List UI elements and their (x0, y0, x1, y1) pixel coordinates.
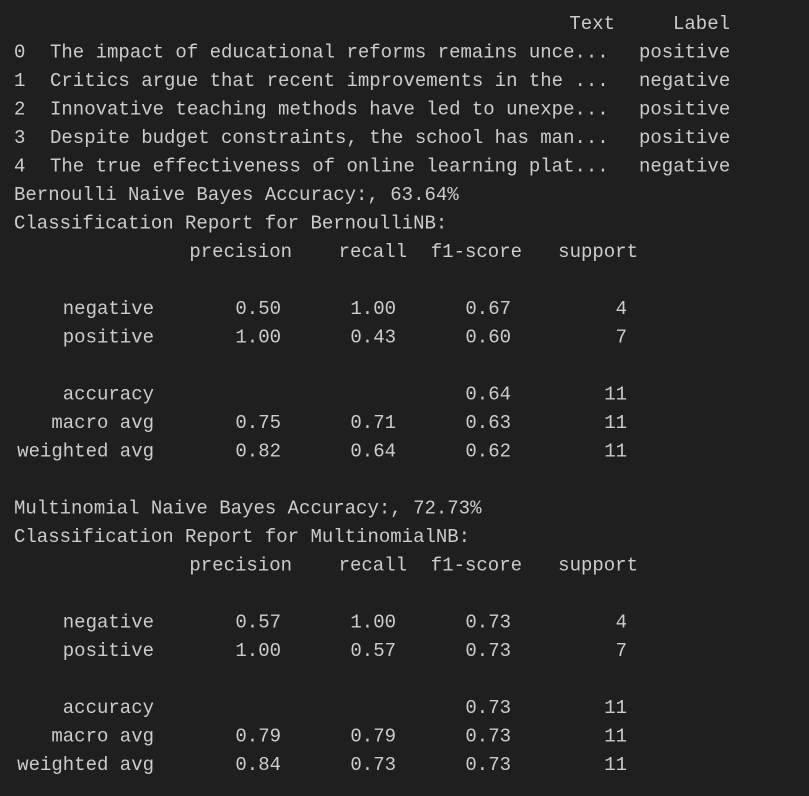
row-label: negative (639, 70, 730, 92)
report-header: support (558, 555, 638, 577)
metric-value: 0.62 (465, 441, 511, 463)
metric-value: 1.00 (235, 327, 281, 349)
metric-value: 11 (604, 697, 627, 719)
row-name: negative (63, 612, 154, 634)
row-label: positive (639, 99, 730, 121)
metric-value: 11 (604, 384, 627, 406)
row-index: 4 (14, 156, 25, 178)
metric-value: 0.73 (350, 754, 396, 776)
metric-value: 0.60 (465, 327, 511, 349)
metric-value: 7 (616, 327, 627, 349)
report-header: recall (339, 241, 407, 263)
row-index: 1 (14, 70, 25, 92)
metric-value: 4 (616, 298, 627, 320)
metric-value: 11 (604, 412, 627, 434)
row-text: The true effectiveness of online learnin… (50, 156, 609, 178)
report-header: recall (339, 555, 407, 577)
metric-value: 0.50 (235, 298, 281, 320)
metric-value: 1.00 (350, 612, 396, 634)
row-text: The impact of educational reforms remain… (50, 42, 609, 64)
metric-value: 0.79 (350, 726, 396, 748)
metric-value: 11 (604, 754, 627, 776)
column-header: Text (569, 13, 615, 35)
column-header: Label (673, 13, 730, 35)
metric-value: 1.00 (235, 640, 281, 662)
report-header: precision (189, 241, 292, 263)
metric-value: 4 (616, 612, 627, 634)
row-index: 3 (14, 127, 25, 149)
row-text: Critics argue that recent improvements i… (50, 70, 609, 92)
row-text: Innovative teaching methods have led to … (50, 99, 609, 121)
row-name: macro avg (51, 412, 154, 434)
row-label: positive (639, 42, 730, 64)
report-title: Classification Report for MultinomialNB: (14, 526, 470, 548)
metric-value: 11 (604, 441, 627, 463)
metric-value: 11 (604, 726, 627, 748)
row-name: macro avg (51, 726, 154, 748)
metric-value: 0.64 (465, 384, 511, 406)
metric-value: 0.73 (465, 612, 511, 634)
row-name: accuracy (63, 384, 154, 406)
row-index: 2 (14, 99, 25, 121)
metric-value: 1.00 (350, 298, 396, 320)
row-name: negative (63, 298, 154, 320)
report-header: support (558, 241, 638, 263)
metric-value: 0.73 (465, 726, 511, 748)
report-title: Classification Report for BernoulliNB: (14, 213, 447, 235)
metric-value: 0.82 (235, 441, 281, 463)
row-label: negative (639, 156, 730, 178)
metric-value: 0.43 (350, 327, 396, 349)
metric-value: 0.71 (350, 412, 396, 434)
row-name: positive (63, 640, 154, 662)
row-index: 0 (14, 42, 25, 64)
row-label: positive (639, 127, 730, 149)
row-name: accuracy (63, 697, 154, 719)
row-name: positive (63, 327, 154, 349)
metric-value: 0.79 (235, 726, 281, 748)
row-name: weighted avg (17, 754, 154, 776)
metric-value: 0.63 (465, 412, 511, 434)
report-header: f1-score (431, 555, 522, 577)
report-header: f1-score (431, 241, 522, 263)
row-text: Despite budget constraints, the school h… (50, 127, 609, 149)
accuracy-line: Multinomial Naive Bayes Accuracy:, 72.73… (14, 498, 482, 520)
metric-value: 0.67 (465, 298, 511, 320)
metric-value: 0.73 (465, 754, 511, 776)
metric-value: 0.57 (235, 612, 281, 634)
metric-value: 0.75 (235, 412, 281, 434)
row-name: weighted avg (17, 441, 154, 463)
accuracy-line: Bernoulli Naive Bayes Accuracy:, 63.64% (14, 184, 459, 206)
metric-value: 0.84 (235, 754, 281, 776)
metric-value: 0.73 (465, 697, 511, 719)
metric-value: 0.64 (350, 441, 396, 463)
report-header: precision (189, 555, 292, 577)
metric-value: 0.73 (465, 640, 511, 662)
metric-value: 7 (616, 640, 627, 662)
metric-value: 0.57 (350, 640, 396, 662)
